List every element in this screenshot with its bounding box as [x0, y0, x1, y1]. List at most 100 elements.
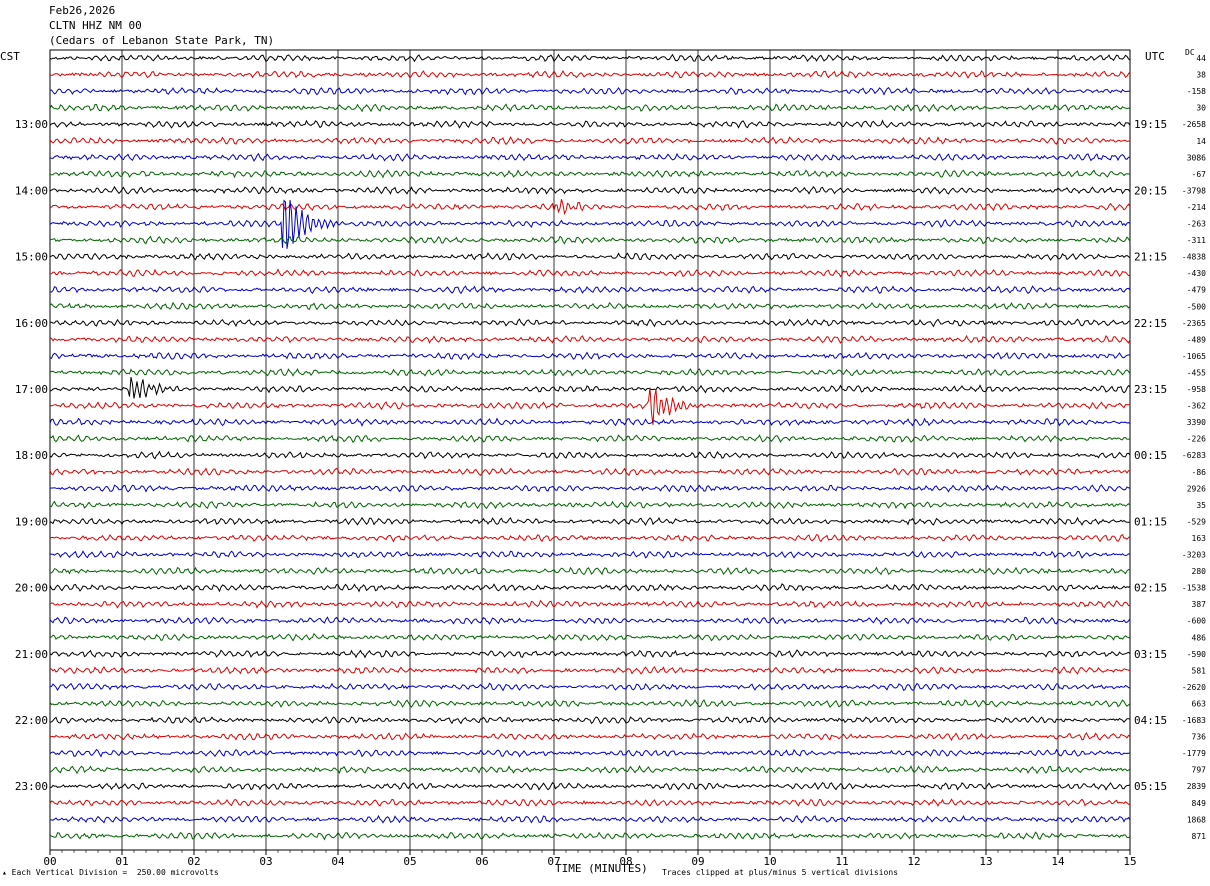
scale-note-text: Each Vertical Division = 250.00 microvol… — [11, 868, 219, 877]
dc-offset-label: -214 — [1187, 203, 1206, 212]
cst-hour-label: 22:00 — [15, 714, 48, 727]
x-tick-label: 10 — [763, 855, 776, 868]
seismic-trace — [49, 748, 1131, 758]
dc-offset-label: 871 — [1192, 832, 1207, 841]
dc-offset-label: -1683 — [1182, 716, 1206, 725]
seismic-trace — [49, 732, 1131, 742]
x-tick-label: 03 — [259, 855, 272, 868]
seismic-trace — [49, 86, 1131, 96]
dc-offset-label: -500 — [1187, 302, 1206, 311]
dc-offset-label: 387 — [1192, 600, 1207, 609]
cst-hour-label: 18:00 — [15, 449, 48, 462]
dc-offset-label: 797 — [1192, 766, 1207, 775]
seismic-trace — [49, 136, 1131, 146]
dc-offset-label: 2839 — [1187, 782, 1206, 791]
seismic-trace — [49, 334, 1131, 345]
x-tick-label: 12 — [907, 855, 920, 868]
dc-offset-label: 663 — [1192, 699, 1207, 708]
clip-note: Traces clipped at plus/minus 5 vertical … — [662, 868, 899, 877]
dc-offset-label: -4838 — [1182, 253, 1206, 262]
seismic-trace — [49, 550, 1131, 559]
dc-offset-label: -86 — [1192, 468, 1207, 477]
dc-offset-label: -67 — [1192, 170, 1207, 179]
dc-offset-label: -6283 — [1182, 451, 1206, 460]
scale-marker-icon: ▴ — [2, 868, 12, 877]
utc-hour-label: 04:15 — [1134, 714, 1167, 727]
seismic-trace — [49, 199, 1131, 216]
seismic-trace — [49, 301, 1131, 311]
seismic-trace — [49, 351, 1131, 361]
x-tick-label: 01 — [115, 855, 128, 868]
seismic-trace — [49, 566, 1131, 576]
seismic-trace — [49, 781, 1131, 791]
dc-offset-label: 3086 — [1187, 153, 1206, 162]
station-code: CLTN HHZ NM 00 — [49, 19, 142, 32]
x-tick-label: 08 — [619, 855, 632, 868]
seismic-trace — [49, 699, 1131, 708]
seismic-trace — [49, 516, 1130, 527]
x-axis-title: TIME (MINUTES) — [555, 862, 648, 875]
seismic-trace — [49, 235, 1131, 245]
seismic-trace — [49, 716, 1131, 725]
dc-offset-label: -311 — [1187, 236, 1206, 245]
cst-hour-label: 14:00 — [15, 184, 48, 197]
x-tick-label: 07 — [547, 855, 560, 868]
dc-offset-label: 1868 — [1187, 815, 1206, 824]
utc-hour-label: 23:15 — [1134, 383, 1167, 396]
cst-hour-label: 21:00 — [15, 648, 48, 661]
dc-offset-label: -3798 — [1182, 186, 1206, 195]
seismic-trace — [50, 268, 1131, 278]
cst-hour-label: 13:00 — [15, 118, 48, 131]
x-tick-label: 04 — [331, 855, 345, 868]
seismic-trace — [49, 252, 1131, 261]
dc-offset-label: -590 — [1187, 650, 1206, 659]
seismic-trace — [49, 533, 1131, 543]
seismic-trace — [49, 831, 1131, 841]
seismic-trace — [49, 467, 1131, 477]
scale-note: ▴ Each Vertical Division = 250.00 microv… — [2, 868, 219, 877]
cst-hour-label: 19:00 — [15, 515, 48, 528]
left-timezone-label: CST — [0, 50, 20, 63]
x-tick-label: 15 — [1123, 855, 1136, 868]
x-tick-label: 06 — [475, 855, 488, 868]
cst-hour-label: 15:00 — [15, 251, 48, 264]
dc-offset-label: 38 — [1196, 71, 1206, 80]
seismic-trace — [49, 765, 1131, 775]
seismic-trace — [49, 649, 1131, 659]
x-tick-label: 14 — [1051, 855, 1065, 868]
dc-offset-label: 163 — [1192, 534, 1207, 543]
seismic-trace — [49, 632, 1131, 642]
seismic-trace — [49, 798, 1131, 807]
seismic-trace — [49, 285, 1131, 295]
seismic-trace — [49, 69, 1131, 79]
dc-offset-label: -362 — [1187, 402, 1206, 411]
station-location: (Cedars of Lebanon State Park, TN) — [49, 34, 275, 47]
dc-offset-label: -430 — [1187, 269, 1206, 278]
seismic-trace — [49, 152, 1130, 162]
seismic-trace — [49, 367, 1131, 377]
dc-offset-label: 2926 — [1187, 484, 1206, 493]
seismic-trace — [50, 814, 1131, 824]
seismic-trace — [49, 583, 1131, 593]
dc-offset-label: -1538 — [1182, 584, 1206, 593]
dc-offset-label: 736 — [1192, 733, 1207, 742]
utc-hour-label: 22:15 — [1134, 317, 1167, 330]
dc-offset-label: -455 — [1187, 368, 1206, 377]
utc-hour-label: 20:15 — [1134, 184, 1167, 197]
utc-hour-label: 01:15 — [1134, 515, 1167, 528]
utc-hour-label: 21:15 — [1134, 251, 1167, 264]
dc-offset-label: 849 — [1192, 799, 1207, 808]
dc-offset-label: 30 — [1196, 104, 1206, 113]
dc-offset-label: -479 — [1187, 286, 1206, 295]
seismic-trace — [49, 500, 1131, 510]
seismic-trace — [49, 682, 1131, 692]
cst-hour-label: 20:00 — [15, 582, 48, 595]
seismic-trace — [49, 484, 1131, 493]
utc-hour-label: 05:15 — [1134, 780, 1167, 793]
cst-hour-label: 16:00 — [15, 317, 48, 330]
seismic-trace — [49, 434, 1131, 444]
seismic-trace — [49, 450, 1131, 460]
dc-offset-label: -158 — [1187, 87, 1206, 96]
dc-offset-label: 35 — [1196, 501, 1206, 510]
